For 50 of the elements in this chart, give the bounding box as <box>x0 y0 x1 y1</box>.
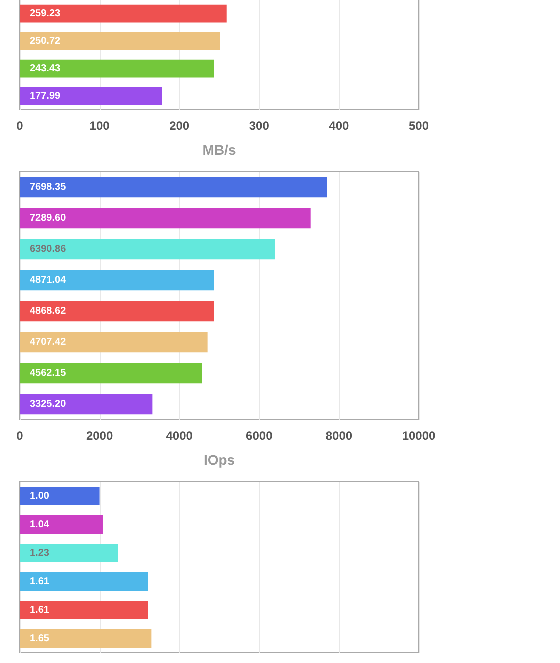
x-tick-label: 400 <box>329 119 350 133</box>
data-label: 4562.15 <box>30 368 67 379</box>
bar <box>20 394 153 415</box>
bar <box>20 544 118 563</box>
data-label: 1.61 <box>30 576 50 588</box>
bar <box>20 486 100 506</box>
bar <box>20 239 275 260</box>
bar <box>20 60 214 78</box>
data-label: 1.00 <box>30 490 50 502</box>
data-label: 177.99 <box>30 90 62 102</box>
bar <box>20 301 214 322</box>
bar <box>20 4 227 23</box>
bar <box>20 177 328 198</box>
x-tick-label: 0 <box>16 119 24 133</box>
x-tick-label: 2000 <box>86 429 114 443</box>
data-label: 259.23 <box>30 8 62 20</box>
bar <box>20 32 220 50</box>
x-tick-label: 8000 <box>326 429 353 443</box>
data-label: 1.61 <box>30 604 50 616</box>
x-tick-label: 4000 <box>166 429 194 443</box>
data-label: 3325.20 <box>30 399 67 410</box>
data-label: 4868.62 <box>30 306 67 317</box>
x-axis-title: IOps <box>204 452 236 468</box>
data-label: 7289.60 <box>30 213 67 224</box>
data-label: 1.04 <box>30 519 50 530</box>
data-label: 243.43 <box>30 63 62 74</box>
bar <box>20 208 311 229</box>
bar <box>20 270 214 291</box>
data-label: 1.23 <box>30 548 50 559</box>
x-tick-label: 300 <box>249 119 270 133</box>
bar <box>20 572 148 592</box>
x-tick-label: 10000 <box>402 429 436 443</box>
bar <box>20 87 162 106</box>
x-axis-title: MB/s <box>202 142 236 158</box>
data-label: 6390.86 <box>30 244 67 255</box>
bar <box>20 363 202 384</box>
bar <box>20 515 103 534</box>
x-tick-label: 200 <box>170 119 190 133</box>
bar <box>20 332 208 353</box>
x-tick-label: 500 <box>408 119 430 133</box>
bar <box>20 629 152 648</box>
x-tick-label: 100 <box>90 119 110 133</box>
data-label: 4871.04 <box>30 275 67 286</box>
data-label: 7698.35 <box>30 182 67 193</box>
data-label: 250.72 <box>30 36 62 47</box>
data-label: 1.65 <box>30 633 50 644</box>
data-label: 4707.42 <box>30 337 67 348</box>
x-tick-label: 0 <box>16 429 24 443</box>
bar <box>20 600 148 620</box>
x-tick-label: 6000 <box>246 429 274 443</box>
